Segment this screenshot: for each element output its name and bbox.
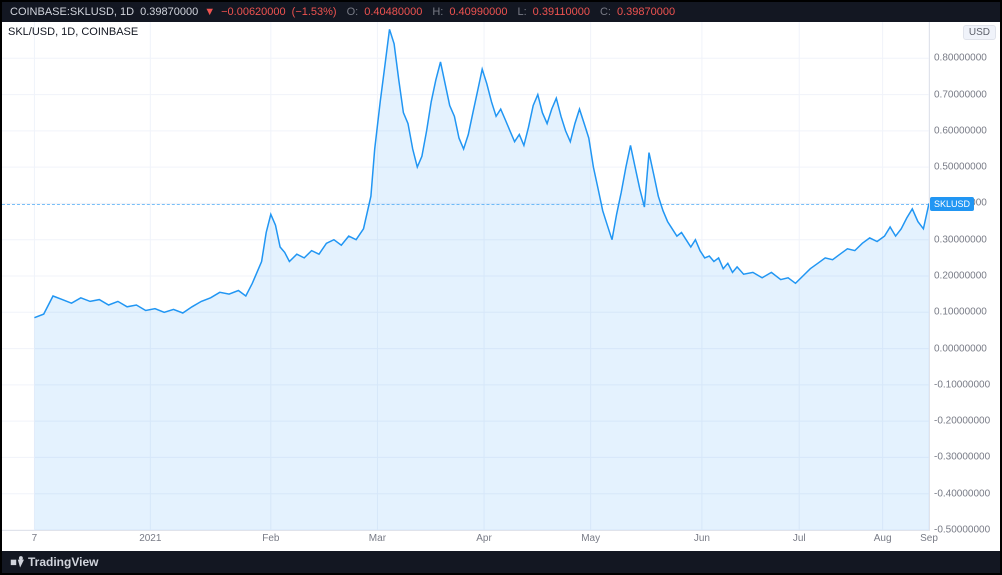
price-change: −0.00620000 — [221, 6, 286, 18]
tradingview-icon — [10, 555, 24, 569]
x-tick-label: Jun — [694, 533, 710, 544]
unit-badge[interactable]: USD — [963, 25, 996, 40]
down-arrow-icon: ▼ — [204, 6, 215, 18]
y-tick-label: 0.30000000 — [934, 234, 987, 245]
chart-body: SKL/USD, 1D, COINBASE USD 0.80000000 0.70… — [2, 22, 1000, 551]
y-tick-label: 0.20000000 — [934, 271, 987, 282]
brand-text: TradingView — [28, 555, 98, 569]
footer-bar: TradingView — [2, 551, 1000, 573]
x-tick-label: 7 — [32, 533, 38, 544]
chart-svg — [2, 22, 929, 530]
open-label: O: — [347, 6, 359, 18]
x-tick-label: Sep — [920, 533, 938, 544]
chart-container: COINBASE:SKLUSD, 1D 0.39870000 ▼ −0.0062… — [0, 0, 1002, 575]
low-label: L: — [517, 6, 526, 18]
y-tick-label: 0.60000000 — [934, 125, 987, 136]
y-tick-label: -0.40000000 — [934, 488, 990, 499]
x-tick-label: May — [581, 533, 600, 544]
y-tick-label: -0.20000000 — [934, 416, 990, 427]
plot-area[interactable]: SKL/USD, 1D, COINBASE — [2, 22, 930, 531]
high-label: H: — [432, 6, 443, 18]
y-tick-label: 0.70000000 — [934, 89, 987, 100]
y-tick-label: -0.10000000 — [934, 379, 990, 390]
y-tick-label: 0.50000000 — [934, 162, 987, 173]
symbol-label[interactable]: COINBASE:SKLUSD, 1D — [10, 6, 134, 18]
x-tick-label: Feb — [262, 533, 279, 544]
price-change-pct: (−1.53%) — [292, 6, 337, 18]
price-tag: SKLUSD — [930, 197, 974, 211]
y-tick-label: 0.00000000 — [934, 343, 987, 354]
y-tick-label: -0.30000000 — [934, 452, 990, 463]
y-tick-label: 0.80000000 — [934, 53, 987, 64]
tradingview-logo[interactable]: TradingView — [10, 555, 98, 569]
chart-title: SKL/USD, 1D, COINBASE — [8, 26, 138, 38]
x-tick-label: Apr — [476, 533, 492, 544]
y-tick-label: -0.50000000 — [934, 525, 990, 536]
last-price-line — [2, 204, 929, 205]
close-value: 0.39870000 — [617, 6, 675, 18]
open-value: 0.40480000 — [364, 6, 422, 18]
x-axis[interactable]: 72021FebMarAprMayJunJulAugSep — [2, 531, 930, 551]
high-value: 0.40990000 — [449, 6, 507, 18]
x-tick-label: Aug — [874, 533, 892, 544]
x-tick-label: 2021 — [139, 533, 161, 544]
low-value: 0.39110000 — [533, 6, 590, 18]
x-tick-label: Mar — [369, 533, 386, 544]
y-tick-label: 0.10000000 — [934, 307, 987, 318]
close-label: C: — [600, 6, 611, 18]
x-tick-label: Jul — [793, 533, 806, 544]
ohlc-bar: COINBASE:SKLUSD, 1D 0.39870000 ▼ −0.0062… — [2, 2, 1000, 22]
last-price: 0.39870000 — [140, 6, 198, 18]
y-axis[interactable]: USD 0.80000000 0.70000000 0.60000000 0.5000… — [930, 22, 1000, 531]
